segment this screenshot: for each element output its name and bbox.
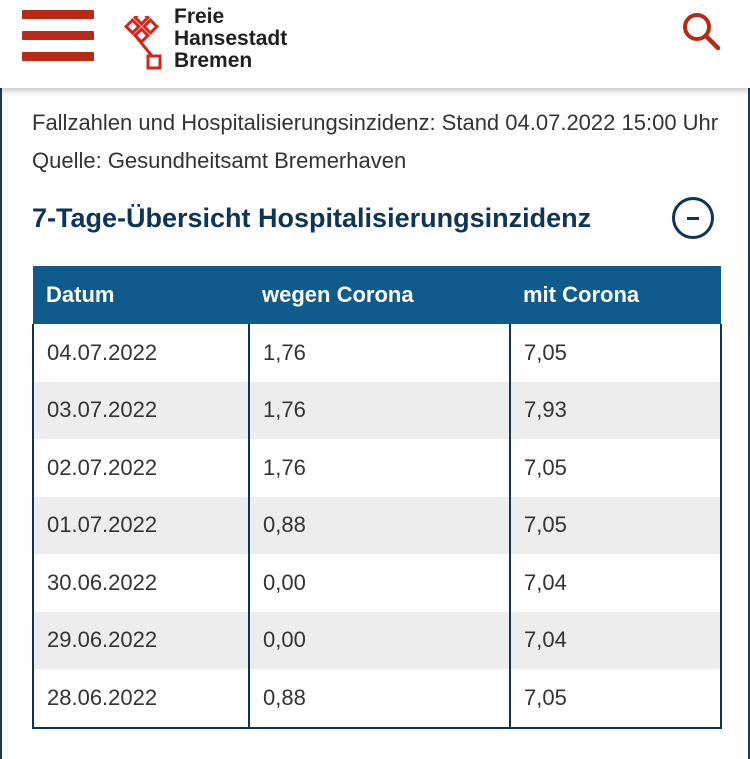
collapse-minus-icon[interactable] bbox=[672, 197, 714, 239]
source-note: Fallzahlen und Hospitalisierungsinzidenz… bbox=[32, 110, 719, 173]
column-header-datum: Datum bbox=[33, 266, 249, 324]
content-border-left bbox=[0, 88, 2, 759]
table-row: 29.06.2022 0,00 7,04 bbox=[32, 611, 722, 669]
cell-datum: 29.06.2022 bbox=[32, 611, 250, 669]
cell-mit-corona: 7,05 bbox=[509, 324, 722, 382]
cell-datum: 02.07.2022 bbox=[32, 439, 250, 497]
site-logo[interactable]: Freie Hansestadt Bremen bbox=[122, 6, 287, 78]
table-row: 30.06.2022 0,00 7,04 bbox=[32, 554, 722, 612]
column-header-mit-corona: mit Corona bbox=[510, 266, 721, 324]
cell-datum: 01.07.2022 bbox=[32, 496, 250, 554]
hamburger-menu-icon[interactable] bbox=[22, 10, 94, 64]
table-row: 01.07.2022 0,88 7,05 bbox=[32, 496, 722, 554]
cell-wegen-corona: 0,88 bbox=[248, 496, 511, 554]
table-row: 02.07.2022 1,76 7,05 bbox=[32, 439, 722, 497]
table-header-row: Datum wegen Corona mit Corona bbox=[33, 266, 721, 324]
cell-wegen-corona: 1,76 bbox=[248, 439, 511, 497]
section-title: 7-Tage-Übersicht Hospitalisierungsinzide… bbox=[32, 203, 592, 233]
logo-text: Freie Hansestadt Bremen bbox=[174, 6, 287, 72]
cell-datum: 04.07.2022 bbox=[32, 324, 250, 382]
cell-wegen-corona: 0,88 bbox=[248, 669, 511, 729]
cell-mit-corona: 7,05 bbox=[509, 496, 722, 554]
cell-wegen-corona: 0,00 bbox=[248, 554, 511, 612]
logo-line-2: Hansestadt bbox=[174, 27, 288, 50]
cell-wegen-corona: 1,76 bbox=[248, 324, 511, 382]
cell-datum: 03.07.2022 bbox=[32, 381, 250, 439]
cell-mit-corona: 7,04 bbox=[509, 554, 722, 612]
table-row: 28.06.2022 0,88 7,05 bbox=[32, 669, 722, 729]
table-row: 04.07.2022 1,76 7,05 bbox=[32, 324, 722, 382]
cell-wegen-corona: 1,76 bbox=[248, 381, 511, 439]
content-border-right bbox=[748, 88, 750, 759]
logo-line-1: Freie bbox=[174, 5, 225, 28]
cell-datum: 30.06.2022 bbox=[32, 554, 250, 612]
logo-line-3: Bremen bbox=[174, 49, 253, 72]
cell-mit-corona: 7,05 bbox=[509, 439, 722, 497]
site-header: Freie Hansestadt Bremen bbox=[0, 0, 750, 88]
cell-mit-corona: 7,04 bbox=[509, 611, 722, 669]
cell-mit-corona: 7,93 bbox=[509, 381, 722, 439]
column-header-wegen-corona: wegen Corona bbox=[249, 266, 510, 324]
bremen-key-icon bbox=[124, 16, 162, 70]
cell-datum: 28.06.2022 bbox=[32, 669, 250, 729]
cell-mit-corona: 7,05 bbox=[509, 669, 722, 729]
table-row: 03.07.2022 1,76 7,93 bbox=[32, 381, 722, 439]
cell-wegen-corona: 0,00 bbox=[248, 611, 511, 669]
incidence-table: Datum wegen Corona mit Corona 04.07.2022… bbox=[32, 266, 722, 729]
search-icon[interactable] bbox=[680, 10, 722, 52]
